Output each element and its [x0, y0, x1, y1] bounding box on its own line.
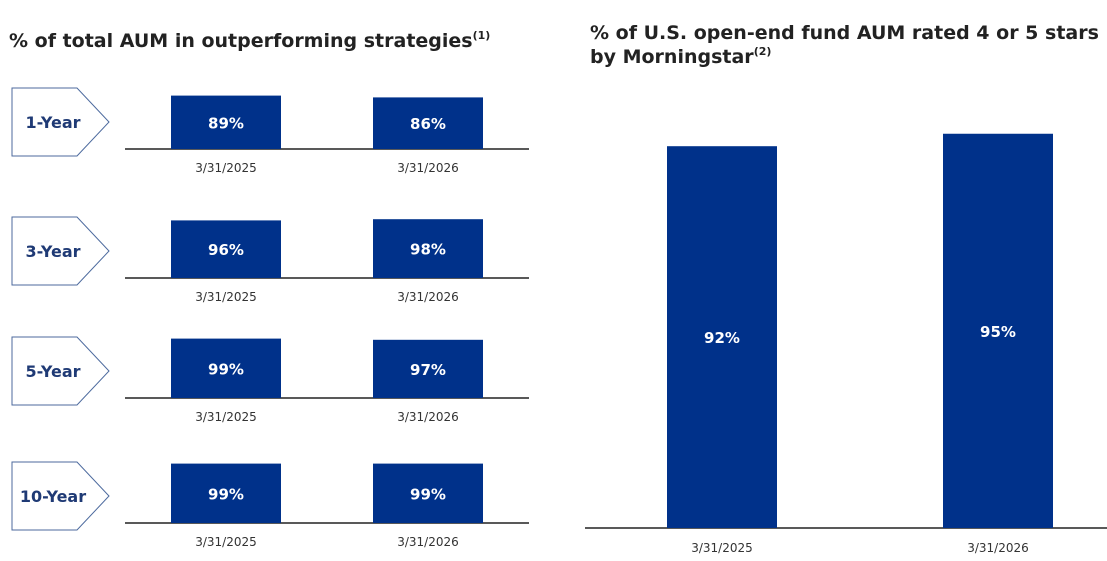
category-label: 3/31/2026: [397, 290, 459, 304]
right-chart-title-text: % of U.S. open-end fund AUM rated 4 or 5…: [590, 22, 1099, 68]
category-label: 3/31/2026: [397, 161, 459, 175]
bar: [171, 463, 281, 523]
period-label: 3-Year: [25, 242, 80, 261]
category-label: 3/31/2025: [691, 541, 753, 555]
period-chevron: [11, 461, 110, 531]
left-chart-title-text: % of total AUM in outperforming strategi…: [9, 30, 473, 52]
bar-value-label: 96%: [208, 241, 244, 259]
category-label: 3/31/2025: [195, 290, 257, 304]
panel-3-year: 3-Year 96% 3/31/2025 98% 3/31/2026: [11, 216, 529, 304]
bar-value-label: 99%: [208, 360, 244, 378]
bar: [373, 339, 483, 398]
left-chart-title-footnote: (1): [472, 29, 491, 42]
left-chart-title: % of total AUM in outperforming strategi…: [9, 29, 490, 53]
period-label: 10-Year: [20, 487, 86, 506]
bar: [667, 146, 777, 528]
bar-value-label: 99%: [410, 485, 446, 503]
bar: [171, 220, 281, 278]
bar-value-label: 86%: [410, 115, 446, 133]
bar-value-label: 89%: [208, 114, 244, 132]
period-chevron: [11, 336, 110, 406]
period-label: 5-Year: [25, 362, 80, 381]
bar: [943, 133, 1053, 528]
right-chart-title: % of U.S. open-end fund AUM rated 4 or 5…: [590, 21, 1105, 69]
bar-value-label: 98%: [410, 241, 446, 259]
category-label: 3/31/2026: [397, 410, 459, 424]
bar: [171, 95, 281, 149]
bar-value-label: 99%: [208, 485, 244, 503]
right-chart-title-footnote: (2): [753, 45, 772, 58]
bar: [171, 338, 281, 398]
bar-value-label: 92%: [704, 329, 740, 347]
bar-value-label: 97%: [410, 361, 446, 379]
panel-10-year: 10-Year 99% 3/31/2025 99% 3/31/2026: [11, 461, 529, 549]
category-label: 3/31/2025: [195, 161, 257, 175]
bar: [373, 97, 483, 149]
period-chevron: [11, 216, 110, 286]
panel-5-year: 5-Year 99% 3/31/2025 97% 3/31/2026: [11, 336, 529, 424]
period-chevron: [11, 87, 110, 157]
bar-value-label: 95%: [980, 323, 1016, 341]
bar: [373, 219, 483, 278]
panel-1-year: 1-Year 89% 3/31/2025 86% 3/31/2026: [11, 87, 529, 175]
category-label: 3/31/2026: [967, 541, 1029, 555]
category-label: 3/31/2026: [397, 535, 459, 549]
period-label: 1-Year: [25, 113, 80, 132]
bar: [373, 463, 483, 523]
category-label: 3/31/2025: [195, 410, 257, 424]
category-label: 3/31/2025: [195, 535, 257, 549]
